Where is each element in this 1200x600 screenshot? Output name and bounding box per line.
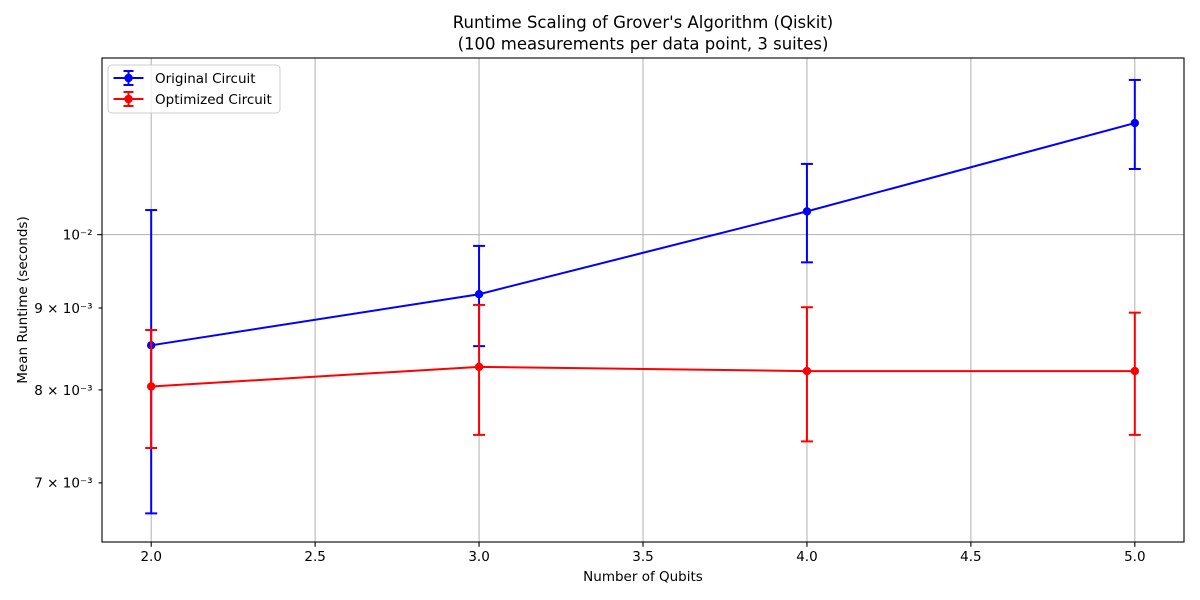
- legend-entry: Optimized Circuit: [113, 91, 272, 108]
- x-tick-label: 4.5: [960, 549, 981, 565]
- x-tick-label: 3.0: [468, 549, 489, 565]
- y-tick-label: 10⁻²: [63, 227, 93, 243]
- y-axis-label: Mean Runtime (seconds): [15, 216, 31, 383]
- legend-marker: [124, 73, 133, 83]
- data-point-marker: [474, 290, 484, 299]
- legend-marker: [124, 94, 133, 104]
- x-tick-label: 4.0: [796, 549, 817, 565]
- legend-entry-label: Optimized Circuit: [155, 92, 272, 108]
- legend-box: [107, 64, 281, 114]
- chart-title-line2: (100 measurements per data point, 3 suit…: [458, 35, 829, 54]
- y-tick-label: 9 × 10⁻³: [34, 301, 92, 317]
- series-layer: [145, 78, 1141, 515]
- series-line: [151, 365, 1135, 388]
- series-line: [151, 122, 1136, 347]
- x-axis-label: Number of Qubits: [583, 569, 703, 585]
- data-point-marker: [802, 207, 812, 216]
- data-point-marker: [1130, 118, 1140, 128]
- x-tick-label: 2.0: [140, 549, 161, 565]
- legend: Original Circuit Optimized Circuit: [107, 64, 281, 114]
- data-point-marker: [1130, 366, 1140, 376]
- plot-border: [101, 57, 1185, 543]
- x-tick-label: 2.5: [304, 549, 325, 565]
- axes-layer: 2.0 2.5 3.0 3.5 4.0 4.5 5.0 10⁻² 9 × 10⁻³ 8 × 10⁻…: [34, 57, 1185, 565]
- series-optimized-circuit: [145, 303, 1141, 449]
- y-tick-label: 8 × 10⁻³: [34, 383, 92, 399]
- data-point-marker: [802, 366, 812, 376]
- data-point-marker: [146, 382, 156, 391]
- x-tick-label: 3.5: [632, 549, 653, 565]
- legend-entry-label: Original Circuit: [155, 71, 256, 87]
- y-tick-label: 7 × 10⁻³: [34, 476, 92, 492]
- chart-title-line1: Runtime Scaling of Grover's Algorithm (Q…: [453, 13, 833, 32]
- x-tick-label: 5.0: [1124, 549, 1145, 565]
- data-point-marker: [474, 362, 484, 372]
- grid-layer: [102, 58, 1184, 542]
- legend-entry: Original Circuit: [113, 70, 256, 87]
